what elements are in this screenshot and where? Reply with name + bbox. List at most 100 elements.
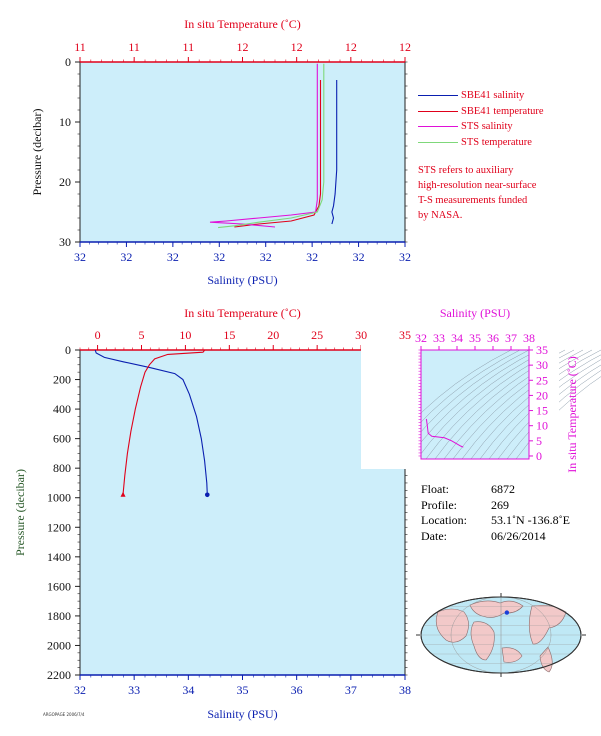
ts-density-contour (452, 349, 584, 460)
temperature-profile-line (122, 349, 206, 495)
top-plot-area (79, 61, 406, 243)
bottom-temp-tick-label: 20 (267, 328, 279, 342)
salinity-end-marker (204, 492, 210, 498)
legend-swatch-sbe41-salinity (418, 95, 458, 97)
map-landmass (470, 621, 495, 661)
info-float-value: 6872 (491, 482, 515, 496)
ts-sal-axis-title: Salinity (PSU) (440, 306, 510, 320)
top-sal-tick-label: 32 (213, 250, 225, 264)
ts-density-contour (461, 349, 593, 460)
bottom-pressure-tick-label: 600 (53, 432, 71, 446)
top-temp-tick-label: 11 (128, 40, 140, 54)
bottom-pressure-tick-label: 200 (53, 373, 71, 387)
top-temp-axis-title: In situ Temperature (˚C) (184, 17, 301, 31)
bottom-sal-tick-label: 37 (345, 683, 357, 697)
legend-item: SBE41 salinity (418, 88, 544, 104)
info-profile-value: 269 (491, 497, 509, 512)
legend-swatch-sbe41-temperature (418, 110, 458, 112)
ts-sal-tick-label: 34 (451, 331, 463, 345)
note-line: high-resolution near-surface (418, 180, 537, 191)
bottom-temp-tick-label: 25 (311, 328, 323, 342)
bottom-pressure-tick-label: 1400 (47, 550, 71, 564)
sts-note: STS refers to auxiliary high-resolution … (418, 163, 598, 223)
bottom-sal-tick-label: 35 (237, 683, 249, 697)
bottom-sal-tick-label: 38 (399, 683, 411, 697)
legend-item: STS temperature (418, 135, 544, 151)
salinity-profile-line (94, 349, 208, 495)
bottom-temp-tick-label: 30 (355, 328, 367, 342)
info-float: Float: 6872 (421, 482, 570, 498)
ts-sal-tick-label: 36 (487, 331, 499, 345)
legend-label: SBE41 salinity (461, 90, 525, 101)
info-date: Date: 06/26/2014 (421, 529, 570, 545)
ts-temp-tick-label: 35 (536, 343, 548, 357)
top-series-line (218, 63, 325, 229)
ts-clip-right (529, 340, 559, 469)
legend-label: SBE41 temperature (461, 105, 544, 117)
top-temp-tick-label: 11 (183, 40, 195, 54)
top-sal-tick-label: 32 (167, 250, 179, 264)
bottom-pressure-axis-title: Pressure (decibar) (13, 469, 27, 556)
legend-label: STS temperature (461, 136, 532, 148)
world-map (416, 593, 586, 677)
top-temp-tick-label: 12 (345, 40, 357, 54)
bottom-pressure-tick-label: 400 (53, 402, 71, 416)
top-temp-tick-label: 11 (74, 40, 86, 54)
note-line: T-S measurements funded (418, 195, 528, 206)
bottom-temp-tick-label: 5 (138, 328, 144, 342)
ts-temp-tick-label: 15 (536, 404, 548, 418)
bottom-temp-tick-label: 35 (399, 328, 411, 342)
legend: SBE41 salinity SBE41 temperature STS sal… (418, 88, 544, 150)
top-pressure-tick-label: 10 (59, 115, 71, 129)
top-sal-tick-label: 32 (306, 250, 318, 264)
top-temp-tick-label: 12 (291, 40, 303, 54)
info-profile-label: Profile: (421, 497, 457, 512)
legend-label: STS salinity (461, 121, 513, 132)
legend-swatch-sts-salinity (418, 126, 458, 128)
map-landmass (469, 600, 524, 618)
ts-temp-tick-label: 0 (536, 449, 542, 463)
ts-temp-axis-title: In situ Temperature (˚C) (565, 356, 579, 473)
bottom-plot-area (79, 349, 406, 676)
bottom-pressure-tick-label: 1800 (47, 609, 71, 623)
info-location-label: Location: (421, 513, 467, 527)
bottom-pressure-tick-label: 0 (65, 343, 71, 357)
ts-profile-line (425, 418, 464, 448)
legend-item: SBE41 temperature (418, 104, 544, 120)
ts-density-contour (416, 349, 548, 460)
bottom-sal-tick-label: 36 (291, 683, 303, 697)
top-series-line (234, 80, 322, 228)
note-line: by NASA. (418, 210, 463, 221)
ts-density-contour (515, 376, 601, 460)
bottom-pressure-tick-label: 2000 (47, 638, 71, 652)
top-sal-tick-label: 32 (74, 250, 86, 264)
bottom-temp-axis-title: In situ Temperature (˚C) (184, 306, 301, 320)
top-panel: 11 11 11 12 12 12 12 In situ Temperature (˚C) 32… (30, 17, 411, 287)
bottom-sal-tick-label: 34 (182, 683, 194, 697)
top-pressure-tick-label: 0 (65, 55, 71, 69)
ts-sal-tick-label: 32 (415, 331, 427, 345)
note-line: STS refers to auxiliary (418, 165, 514, 176)
bottom-temp-tick-label: 0 (95, 328, 101, 342)
info-location: Location: 53.1˚N -136.8˚E (421, 513, 570, 529)
top-series-line (209, 63, 318, 228)
footer-tiny-text: ARGOPAGE 2006/7/4 (43, 712, 85, 717)
bottom-pressure-tick-label: 1600 (47, 579, 71, 593)
top-sal-tick-label: 32 (399, 250, 411, 264)
ts-temp-tick-label: 5 (536, 434, 542, 448)
info-date-value: 06/26/2014 (491, 528, 546, 543)
info-date-label: Date: (421, 528, 447, 543)
bottom-sal-tick-label: 32 (74, 683, 86, 697)
top-sal-tick-label: 32 (120, 250, 132, 264)
top-pressure-tick-label: 20 (59, 175, 71, 189)
bottom-sal-axis-title: Salinity (PSU) (207, 707, 277, 721)
top-pressure-axis-title: Pressure (decibar) (30, 109, 44, 196)
top-sal-axis-title: Salinity (PSU) (207, 273, 277, 287)
bottom-panel: 0 5 10 15 20 25 30 35 In situ Temperature (˚C) 32… (13, 306, 411, 721)
top-sal-tick-label: 32 (353, 250, 365, 264)
bottom-temp-tick-label: 10 (179, 328, 191, 342)
float-info: Float: 6872 Profile: 269 Location: 53.1˚N -… (421, 482, 570, 544)
top-pressure-tick-label: 30 (59, 235, 71, 249)
